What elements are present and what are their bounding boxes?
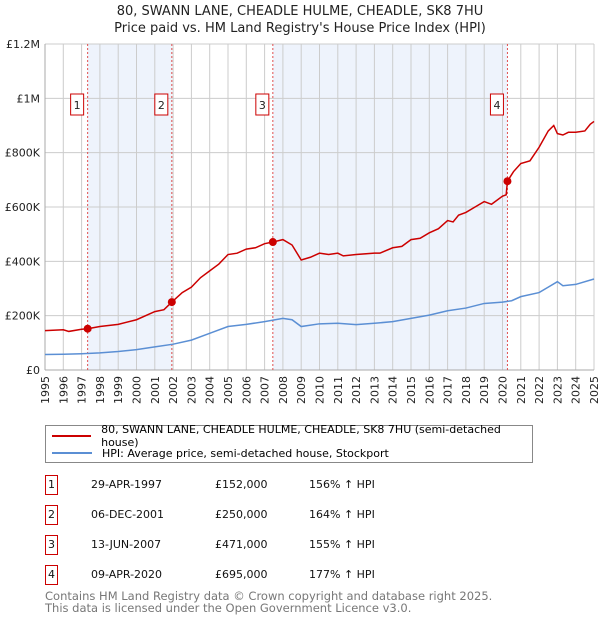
x-tick-label: 2004 bbox=[204, 376, 217, 404]
sale-hpi-change: 156% ↑ HPI bbox=[309, 478, 375, 491]
sale-label-border bbox=[489, 93, 504, 116]
sale-date: 09-APR-2020 bbox=[91, 568, 163, 581]
sale-label-number: 4 bbox=[493, 99, 500, 112]
chart-title: 80, SWANN LANE, CHEADLE HULME, CHEADLE, … bbox=[116, 4, 484, 19]
x-tick-label: 2012 bbox=[350, 376, 363, 404]
x-tick-label: 2021 bbox=[515, 376, 528, 404]
x-tick-label: 2007 bbox=[259, 376, 272, 404]
sale-label-number: 3 bbox=[259, 99, 266, 112]
sale-label-number: 1 bbox=[74, 99, 81, 112]
sale-number: 3 bbox=[45, 535, 58, 555]
sale-label-border bbox=[154, 93, 169, 116]
x-tick-label: 2025 bbox=[588, 376, 600, 404]
sale-date: 29-APR-1997 bbox=[91, 478, 163, 491]
sale-hpi-change: 155% ↑ HPI bbox=[309, 538, 375, 551]
sale-number: 2 bbox=[45, 505, 58, 525]
x-tick-label: 1997 bbox=[76, 376, 89, 404]
legend-swatch bbox=[52, 435, 92, 437]
x-tick-label: 2002 bbox=[167, 376, 180, 404]
sale-point bbox=[167, 298, 176, 307]
x-tick-label: 2023 bbox=[551, 376, 564, 404]
x-tick-label: 2000 bbox=[131, 376, 144, 404]
sale-label-box: 2 bbox=[154, 93, 169, 116]
x-tick-label: 2017 bbox=[442, 376, 455, 404]
legend-item-property: 80, SWANN LANE, CHEADLE HULME, CHEADLE, … bbox=[46, 423, 532, 449]
sale-price: £152,000 bbox=[215, 478, 268, 491]
sale-point bbox=[268, 238, 277, 247]
sale-number: 4 bbox=[45, 565, 58, 585]
y-tick-label: £600K bbox=[5, 201, 41, 214]
x-tick-label: 2005 bbox=[222, 376, 235, 404]
chart-subtitle: Price paid vs. HM Land Registry's House … bbox=[114, 21, 486, 36]
x-tick-label: 2001 bbox=[149, 376, 162, 404]
x-tick-label: 2020 bbox=[497, 376, 510, 404]
y-tick-label: £800K bbox=[5, 147, 41, 160]
sale-point bbox=[83, 324, 92, 333]
footer-line-2: This data is licensed under the Open Gov… bbox=[45, 601, 412, 615]
x-tick-label: 1996 bbox=[57, 376, 70, 404]
sale-date: 06-DEC-2001 bbox=[91, 508, 165, 521]
x-tick-label: 2011 bbox=[332, 376, 345, 404]
sale-point bbox=[503, 177, 512, 186]
y-tick-label: £0 bbox=[26, 364, 40, 377]
legend-item-hpi: HPI: Average price, semi-detached house,… bbox=[46, 445, 389, 461]
sale-label-box: 4 bbox=[489, 93, 504, 116]
y-tick-label: £1.2M bbox=[6, 38, 40, 51]
x-tick-label: 2009 bbox=[295, 376, 308, 404]
sale-number: 1 bbox=[45, 475, 58, 495]
price-chart: 1995 1996 1997 1998 1999 2000 2001 2002 2003 2004… bbox=[5, 38, 600, 404]
x-tick-label: 2022 bbox=[533, 376, 546, 404]
sale-label-box: 3 bbox=[255, 93, 270, 116]
x-tick-label: 2018 bbox=[460, 376, 473, 404]
x-tick-label: 1995 bbox=[39, 376, 52, 404]
x-tick-label: 2016 bbox=[423, 376, 436, 404]
x-tick-label: 1998 bbox=[94, 376, 107, 404]
sale-label-box: 1 bbox=[70, 93, 85, 116]
legend: 80, SWANN LANE, CHEADLE HULME, CHEADLE, … bbox=[45, 423, 533, 463]
x-tick-label: 2014 bbox=[387, 376, 400, 404]
x-tick-label: 2006 bbox=[240, 376, 253, 404]
sale-date: 13-JUN-2007 bbox=[91, 538, 162, 551]
x-tick-label: 2010 bbox=[314, 376, 327, 404]
sale-price: £695,000 bbox=[215, 568, 268, 581]
x-tick-label: 2015 bbox=[405, 376, 418, 404]
sale-label-border bbox=[255, 93, 270, 116]
sale-price: £471,000 bbox=[215, 538, 268, 551]
x-tick-label: 1999 bbox=[112, 376, 125, 404]
sale-hpi-change: 177% ↑ HPI bbox=[309, 568, 375, 581]
y-tick-label: £200K bbox=[5, 310, 41, 323]
legend-label: HPI: Average price, semi-detached house,… bbox=[102, 446, 389, 460]
x-tick-label: 2008 bbox=[277, 376, 290, 404]
x-tick-label: 2003 bbox=[185, 376, 198, 404]
x-tick-label: 2024 bbox=[570, 376, 583, 404]
footer-line-1: Contains HM Land Registry data © Crown c… bbox=[45, 589, 493, 603]
legend-swatch bbox=[52, 452, 92, 454]
hpi-line bbox=[44, 278, 595, 356]
sale-hpi-change: 164% ↑ HPI bbox=[309, 508, 375, 521]
x-tick-label: 2013 bbox=[368, 376, 381, 404]
sale-label-number: 2 bbox=[158, 99, 165, 112]
legend-label: 80, SWANN LANE, CHEADLE HULME, CHEADLE, … bbox=[101, 423, 501, 449]
x-tick-label: 2019 bbox=[478, 376, 491, 404]
y-tick-label: £1M bbox=[17, 92, 41, 105]
y-tick-label: £400K bbox=[5, 255, 41, 268]
sale-label-border bbox=[70, 93, 85, 116]
sale-price: £250,000 bbox=[215, 508, 268, 521]
